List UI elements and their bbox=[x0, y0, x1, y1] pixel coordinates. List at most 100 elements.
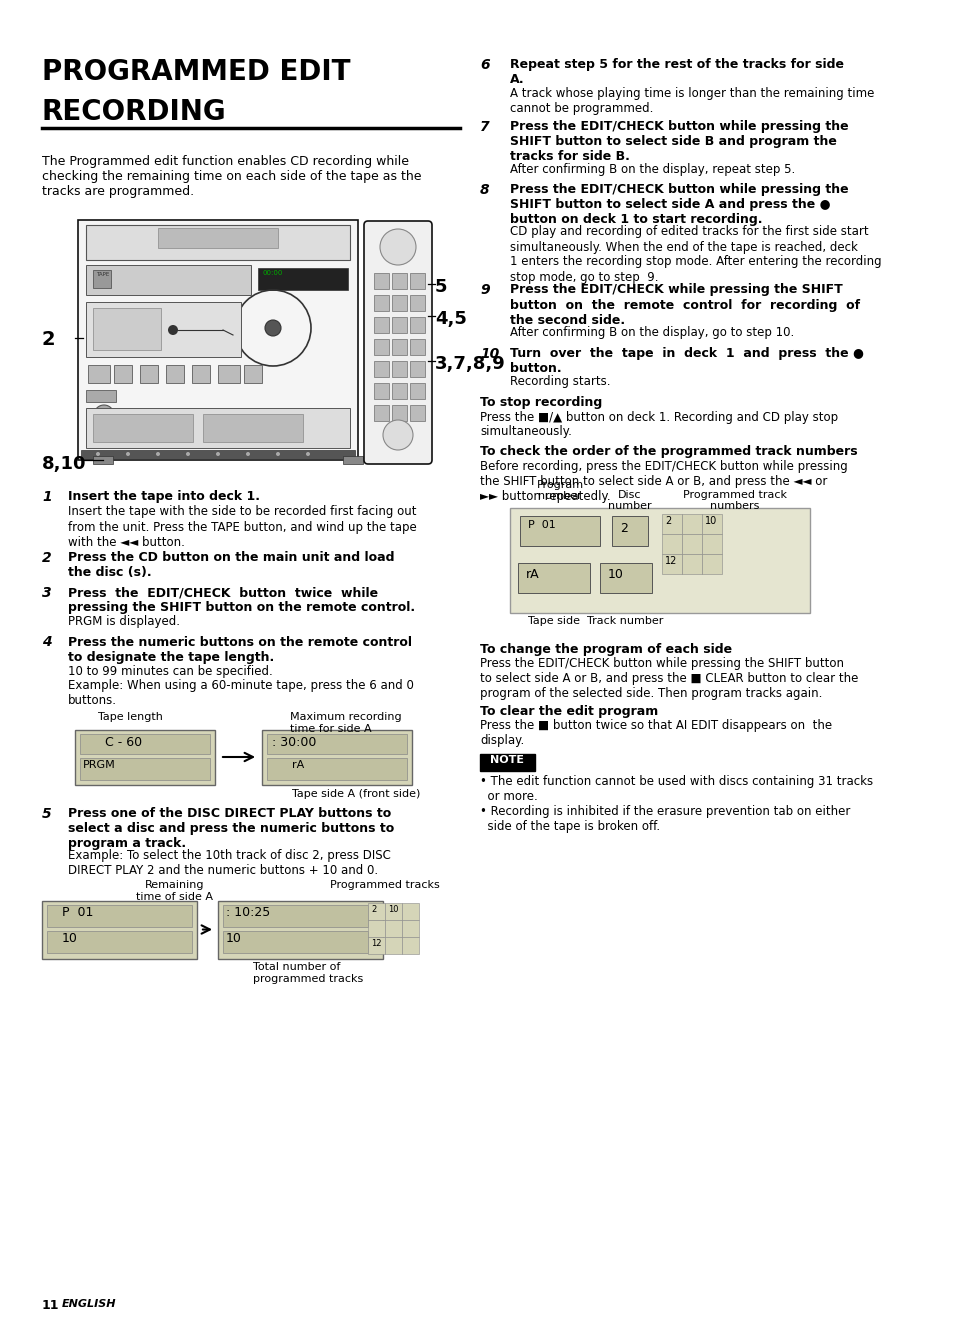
Text: To stop recording: To stop recording bbox=[479, 396, 601, 408]
Bar bbox=[510, 507, 809, 612]
Text: Tape side A (front side): Tape side A (front side) bbox=[292, 789, 420, 799]
Text: 10: 10 bbox=[479, 347, 498, 360]
Bar bbox=[86, 225, 350, 260]
Bar bbox=[343, 457, 363, 465]
Circle shape bbox=[306, 453, 310, 457]
Bar bbox=[78, 220, 357, 461]
Circle shape bbox=[215, 453, 220, 457]
Bar bbox=[166, 366, 184, 383]
Text: PROGRAMMED EDIT: PROGRAMMED EDIT bbox=[42, 58, 350, 86]
Bar bbox=[392, 295, 407, 311]
Bar bbox=[267, 734, 407, 754]
Text: rA: rA bbox=[525, 569, 539, 581]
Text: PRGM is displayed.: PRGM is displayed. bbox=[68, 615, 180, 628]
Text: Press the ■ button twice so that AI EDIT disappears on  the
display.: Press the ■ button twice so that AI EDIT… bbox=[479, 719, 831, 747]
Bar bbox=[410, 404, 424, 420]
Bar bbox=[92, 414, 193, 442]
Bar bbox=[81, 450, 355, 458]
Bar bbox=[113, 366, 132, 383]
Text: Recording starts.: Recording starts. bbox=[510, 375, 610, 388]
Bar bbox=[80, 758, 210, 781]
Circle shape bbox=[246, 453, 250, 457]
Circle shape bbox=[379, 229, 416, 265]
Bar bbox=[517, 562, 589, 592]
Text: After confirming B on the display, go to step 10.: After confirming B on the display, go to… bbox=[510, 325, 794, 339]
Text: 2: 2 bbox=[42, 329, 55, 349]
Bar bbox=[42, 901, 196, 959]
Text: 2: 2 bbox=[619, 521, 627, 534]
Bar bbox=[392, 362, 407, 378]
Bar bbox=[88, 366, 110, 383]
Text: Insert the tape with the side to be recorded first facing out
from the unit. Pre: Insert the tape with the side to be reco… bbox=[68, 506, 416, 549]
Circle shape bbox=[156, 453, 160, 457]
Bar bbox=[392, 383, 407, 399]
Bar bbox=[374, 339, 389, 355]
Bar bbox=[86, 408, 350, 449]
Text: Press the EDIT/CHECK button while pressing the
SHIFT button to select side A and: Press the EDIT/CHECK button while pressi… bbox=[510, 183, 848, 226]
Text: Example: To select the 10th track of disc 2, press DISC
DIRECT PLAY 2 and the nu: Example: To select the 10th track of dis… bbox=[68, 849, 391, 877]
Bar bbox=[401, 920, 418, 936]
Circle shape bbox=[168, 325, 178, 335]
Bar bbox=[92, 270, 111, 288]
Bar bbox=[599, 562, 651, 592]
Bar bbox=[86, 265, 251, 295]
Text: Press the ■/▲ button on deck 1. Recording and CD play stop
simultaneously.: Press the ■/▲ button on deck 1. Recordin… bbox=[479, 411, 838, 438]
Circle shape bbox=[96, 453, 100, 457]
Bar bbox=[374, 273, 389, 289]
Text: To clear the edit program: To clear the edit program bbox=[479, 704, 658, 718]
FancyBboxPatch shape bbox=[364, 221, 432, 465]
Bar bbox=[392, 339, 407, 355]
Text: Track number: Track number bbox=[586, 616, 662, 625]
Bar bbox=[262, 730, 412, 785]
Text: Before recording, press the EDIT/CHECK button while pressing
the SHIFT button to: Before recording, press the EDIT/CHECK b… bbox=[479, 461, 847, 503]
Bar bbox=[479, 754, 535, 771]
Bar bbox=[519, 516, 599, 545]
Text: 7: 7 bbox=[479, 121, 489, 134]
Text: NOTE: NOTE bbox=[490, 755, 523, 765]
Text: Tape length: Tape length bbox=[97, 712, 162, 722]
Text: 3: 3 bbox=[42, 586, 51, 600]
Text: RECORDING: RECORDING bbox=[42, 98, 227, 126]
Bar bbox=[47, 905, 192, 927]
Text: 6: 6 bbox=[479, 58, 489, 72]
Text: Press  the  EDIT/CHECK  button  twice  while
pressing the SHIFT button on the re: Press the EDIT/CHECK button twice while … bbox=[68, 586, 415, 615]
Text: 10: 10 bbox=[226, 932, 242, 945]
Text: Press the EDIT/CHECK button while pressing the SHIFT button
to select side A or : Press the EDIT/CHECK button while pressi… bbox=[479, 657, 858, 700]
Text: After confirming B on the display, repeat step 5.: After confirming B on the display, repea… bbox=[510, 162, 795, 175]
Bar bbox=[80, 734, 210, 754]
Text: 8,10: 8,10 bbox=[42, 455, 87, 473]
Text: rA: rA bbox=[292, 761, 304, 770]
Bar bbox=[410, 273, 424, 289]
Text: Press the EDIT/CHECK button while pressing the
SHIFT button to select side B and: Press the EDIT/CHECK button while pressi… bbox=[510, 121, 848, 163]
Text: Programmed track
numbers: Programmed track numbers bbox=[682, 490, 786, 511]
Text: 1: 1 bbox=[42, 490, 51, 503]
Text: Press the numeric buttons on the remote control
to designate the tape length.: Press the numeric buttons on the remote … bbox=[68, 636, 412, 664]
Text: Remaining
time of side A: Remaining time of side A bbox=[136, 881, 213, 902]
Text: Press the CD button on the main unit and load
the disc (s).: Press the CD button on the main unit and… bbox=[68, 552, 395, 578]
Bar bbox=[374, 383, 389, 399]
Bar bbox=[410, 383, 424, 399]
Bar bbox=[47, 931, 192, 952]
Text: 10 to 99 minutes can be specified.
Example: When using a 60-minute tape, press t: 10 to 99 minutes can be specified. Examp… bbox=[68, 664, 414, 707]
Bar bbox=[681, 533, 701, 553]
Text: 10: 10 bbox=[704, 517, 717, 526]
Text: 2: 2 bbox=[664, 517, 671, 526]
Text: Turn  over  the  tape  in  deck  1  and  press  the ●
button.: Turn over the tape in deck 1 and press t… bbox=[510, 347, 863, 375]
Bar bbox=[374, 362, 389, 378]
Circle shape bbox=[94, 404, 113, 424]
Bar bbox=[701, 513, 721, 533]
Bar bbox=[385, 936, 401, 953]
Bar bbox=[267, 758, 407, 781]
Text: A track whose playing time is longer than the remaining time
cannot be programme: A track whose playing time is longer tha… bbox=[510, 87, 874, 115]
Bar bbox=[681, 553, 701, 573]
Bar bbox=[392, 273, 407, 289]
Bar bbox=[701, 533, 721, 553]
Circle shape bbox=[186, 453, 190, 457]
Bar bbox=[410, 362, 424, 378]
Text: Insert the tape into deck 1.: Insert the tape into deck 1. bbox=[68, 490, 260, 503]
Text: : 10:25: : 10:25 bbox=[226, 907, 270, 920]
Circle shape bbox=[265, 320, 281, 336]
Bar bbox=[392, 317, 407, 333]
Circle shape bbox=[382, 420, 413, 450]
Bar bbox=[612, 516, 647, 545]
